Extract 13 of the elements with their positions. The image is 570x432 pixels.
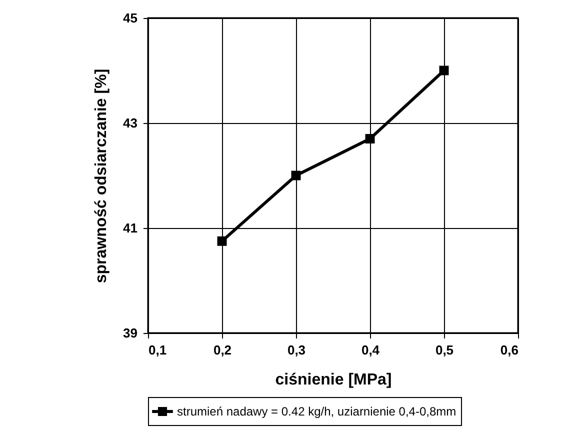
x-axis-title: ciśnienie [MPa] bbox=[275, 372, 392, 388]
y-tick-label: 45 bbox=[123, 10, 138, 26]
y-tick-label: 41 bbox=[123, 220, 138, 236]
y-tick-label: 43 bbox=[123, 116, 138, 130]
x-tick-label: 0,5 bbox=[435, 342, 454, 358]
x-tick-label: 0,3 bbox=[287, 342, 306, 358]
x-tick-label: 0,2 bbox=[213, 342, 232, 358]
x-tick-label: 0,4 bbox=[361, 342, 380, 358]
x-tick-label: 0,6 bbox=[500, 342, 518, 358]
y-tick-label: 39 bbox=[123, 326, 138, 340]
y-axis-title: sprawność odsiarczanie [%] bbox=[93, 68, 110, 284]
legend-label: strumień nadawy = 0.42 kg/h, uziarnienie 0,4-0,8mm bbox=[177, 404, 456, 418]
x-tick-label: 0,1 bbox=[148, 342, 167, 358]
